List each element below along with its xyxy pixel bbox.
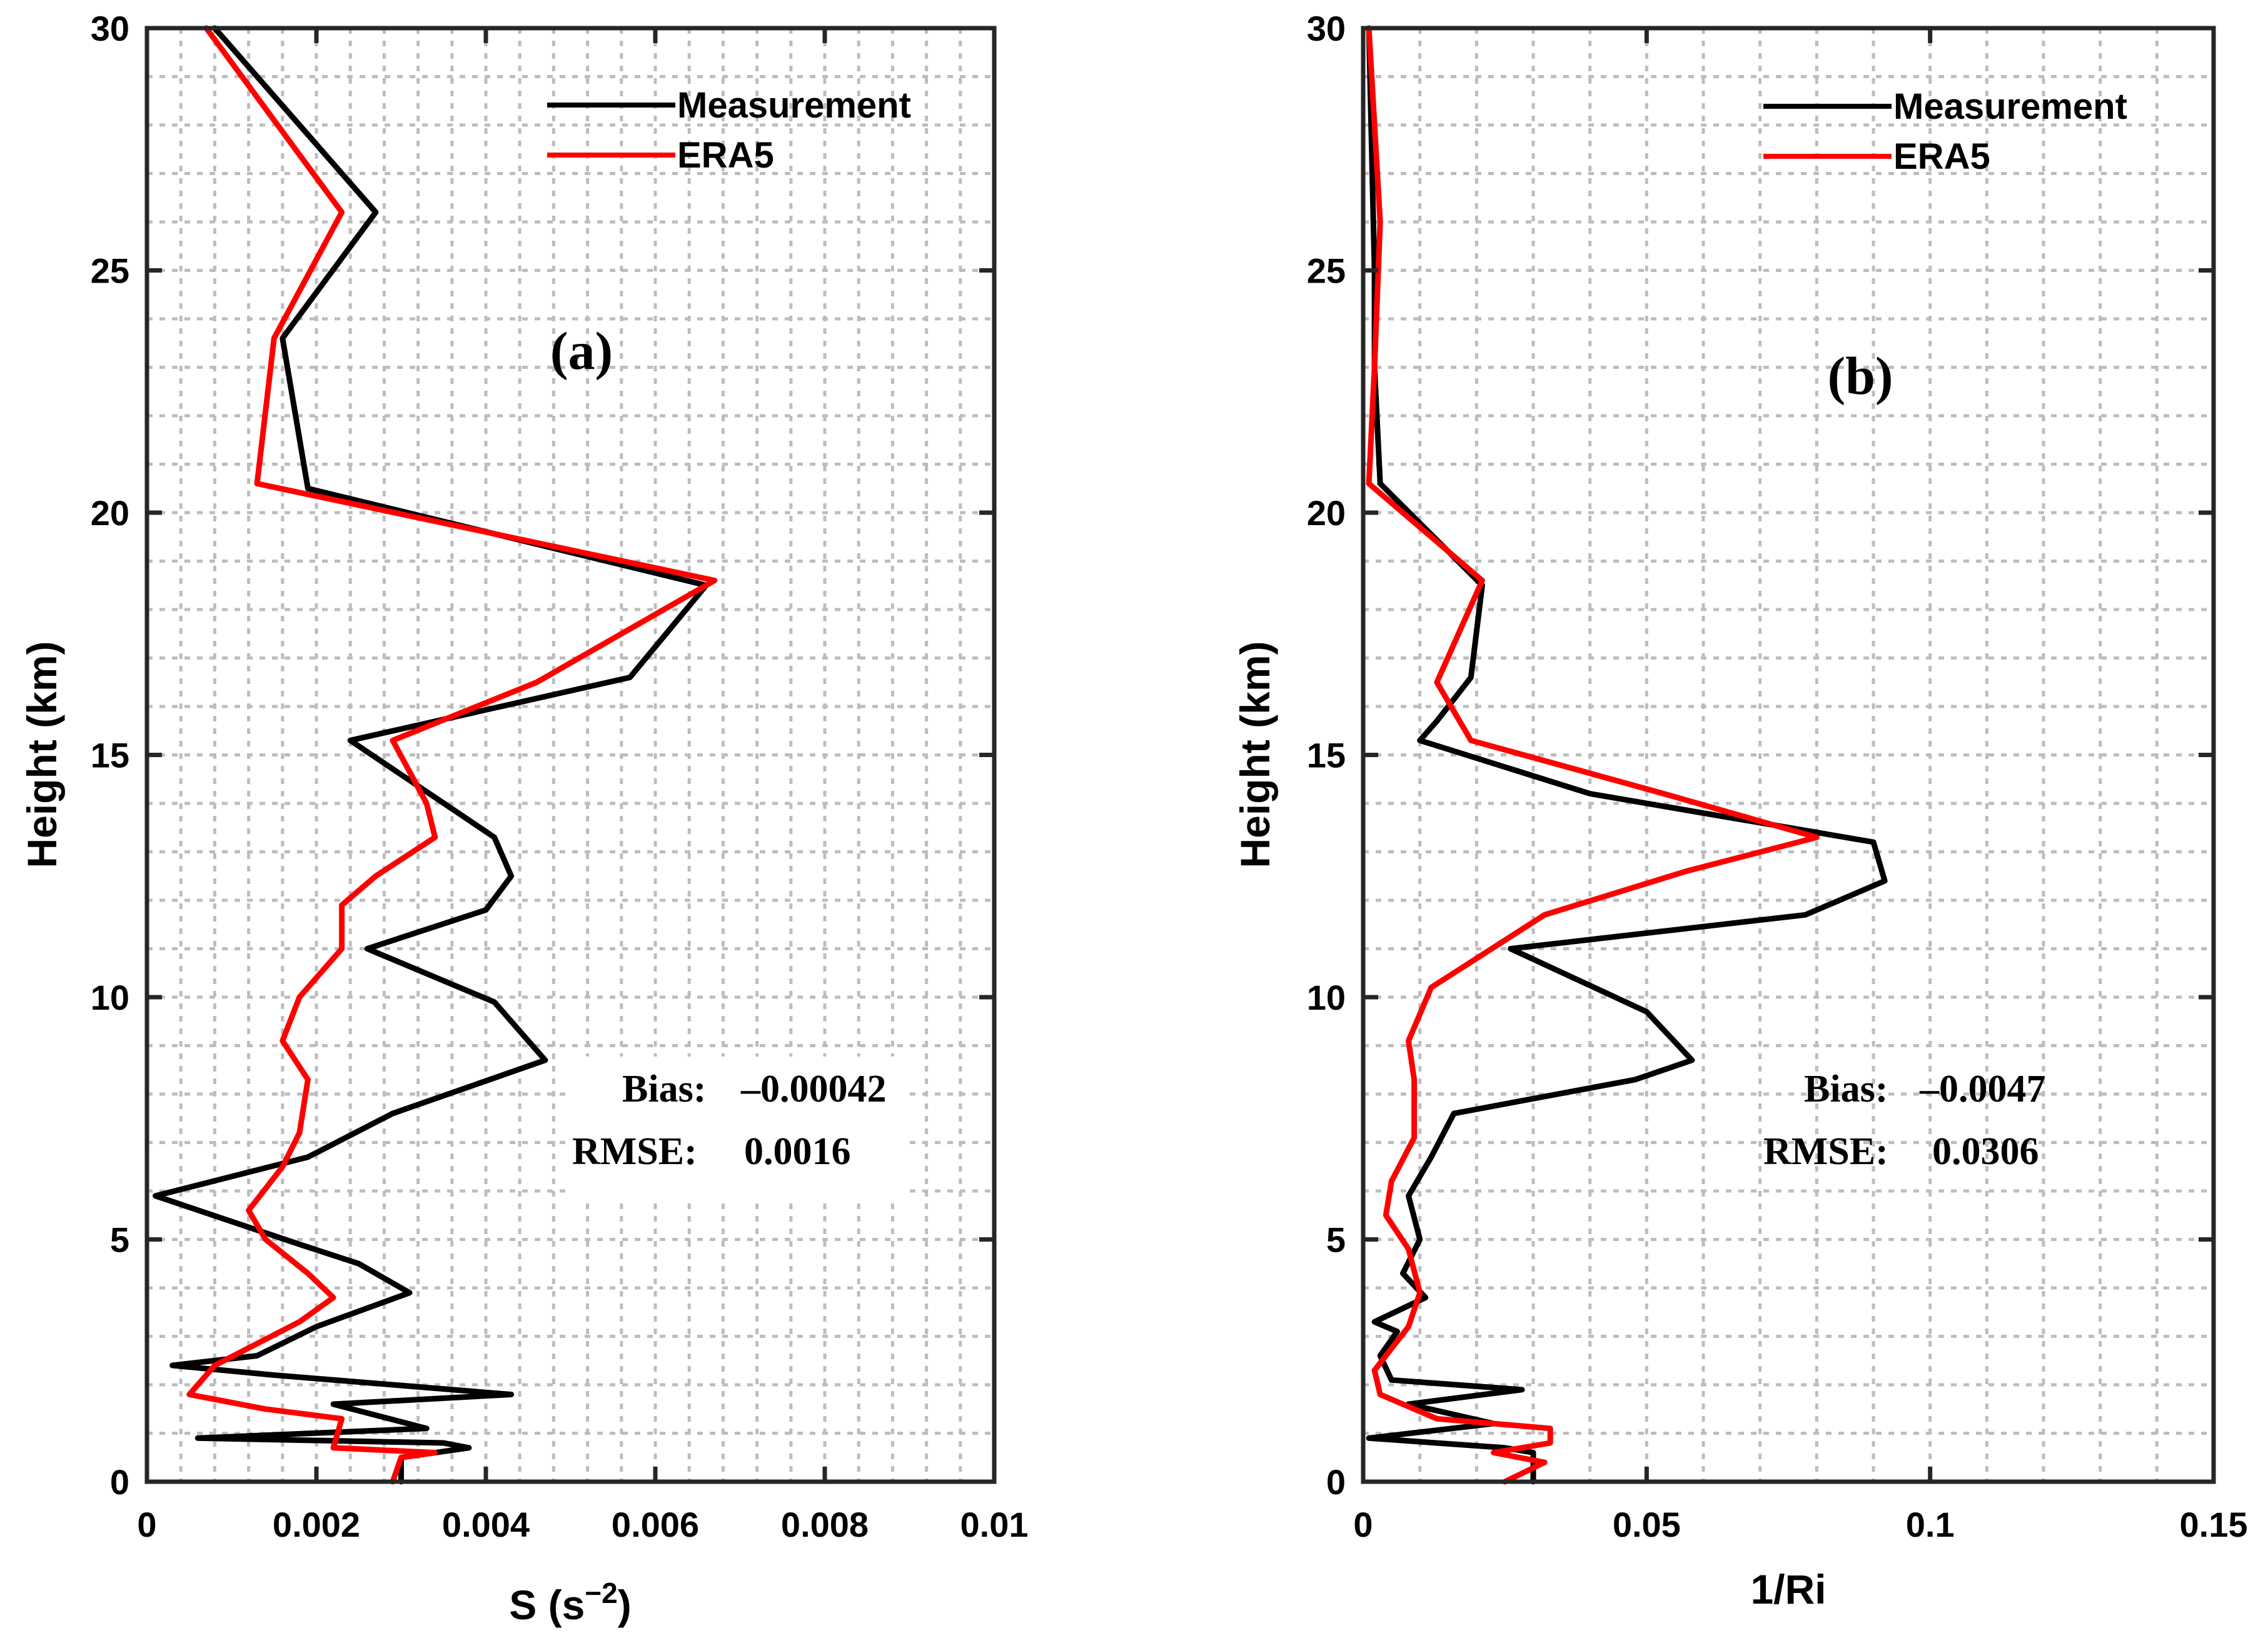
panel-a-xtick-label-1: 0.002	[273, 1505, 360, 1544]
panel-a-x-ticks: 0 0.002 0.004 0.006 0.008 0.01	[137, 28, 1029, 1544]
panel-b-series-measurement	[1366, 25, 1888, 1485]
panel-b-x-ticks: 0 0.05 0.1 0.15	[1353, 28, 2248, 1544]
panel-b-series	[1366, 25, 1888, 1485]
panel-b-legend-label-measurement: Measurement	[1893, 86, 2127, 127]
panel-b-rmse-label: RMSE:	[1763, 1130, 1888, 1173]
panel-a-x-label-main: S (s	[509, 1582, 585, 1628]
panel-a-x-label-sup: −2	[585, 1577, 617, 1609]
panel-b-xtick-label-0: 0	[1353, 1505, 1373, 1544]
panel-b-label: (b)	[1827, 346, 1893, 406]
panel-a-series	[153, 25, 718, 1485]
panel-a-y-ticks: 0 5 10 15 20 25 30	[91, 9, 994, 1502]
panel-a-rmse-label: RMSE:	[572, 1130, 697, 1173]
panel-a-x-label-close: )	[618, 1582, 632, 1628]
panel-b-ytick-label-6: 30	[1307, 9, 1346, 48]
panel-b-x-axis-label: 1/Ri	[1750, 1566, 1826, 1612]
panel-b-bias-value: –0.0047	[1919, 1068, 2046, 1110]
panel-a-ytick-label-3: 15	[91, 736, 129, 775]
panel-a-legend: Measurement ERA5	[547, 85, 911, 176]
panel-a-xtick-label-3: 0.006	[612, 1505, 699, 1544]
panel-a-ytick-label-2: 10	[91, 978, 129, 1017]
panel-b-ytick-label-1: 5	[1326, 1220, 1346, 1260]
panel-b-ytick-label-3: 15	[1307, 736, 1346, 775]
panel-a-label: (a)	[550, 321, 613, 381]
panel-b-ytick-label-5: 25	[1307, 251, 1346, 291]
panel-b: 0 0.05 0.1 0.15 0 5 10 15 20 25 30 1/Ri Height (k…	[1232, 9, 2248, 1612]
panel-a-x-axis-label: S (s−2)	[509, 1577, 631, 1628]
panel-a-bias-label: Bias:	[622, 1068, 706, 1110]
panel-a-ytick-label-0: 0	[110, 1462, 129, 1502]
panel-a-legend-label-era5: ERA5	[677, 135, 774, 176]
panel-a-xtick-label-4: 0.008	[781, 1505, 869, 1544]
panel-b-ytick-label-0: 0	[1326, 1462, 1346, 1502]
panel-b-ytick-label-2: 10	[1307, 978, 1346, 1017]
panel-b-y-axis-label: Height (km)	[1232, 641, 1278, 868]
panel-a: 0 0.002 0.004 0.006 0.008 0.01 0 5 10 15 20 25 30 S…	[19, 9, 1029, 1628]
panel-a-series-measurement	[153, 25, 709, 1485]
panel-b-legend: Measurement ERA5	[1763, 86, 2127, 177]
panel-b-xtick-label-2: 0.1	[1906, 1505, 1955, 1544]
panel-b-bias-label: Bias:	[1804, 1068, 1888, 1110]
panel-a-ytick-label-5: 25	[91, 251, 129, 291]
panel-a-xtick-label-2: 0.004	[442, 1505, 530, 1544]
panel-a-ytick-label-6: 30	[91, 9, 129, 48]
panel-a-series-era5	[186, 25, 718, 1485]
panel-a-bias-value: –0.00042	[740, 1068, 887, 1110]
panel-a-legend-label-measurement: Measurement	[677, 85, 911, 126]
panel-a-rmse-value: 0.0016	[744, 1130, 851, 1173]
panel-b-rmse-value: 0.0306	[1932, 1130, 2039, 1173]
panel-a-xtick-label-0: 0	[137, 1505, 156, 1544]
panel-b-legend-label-era5: ERA5	[1893, 136, 1990, 177]
panel-a-ytick-label-1: 5	[110, 1220, 129, 1260]
panel-a-y-axis-label: Height (km)	[19, 641, 65, 868]
panel-b-y-ticks: 0 5 10 15 20 25 30	[1307, 9, 2214, 1502]
panel-a-stats-box	[566, 1057, 907, 1197]
panel-b-series-era5	[1366, 25, 1820, 1485]
panel-a-xtick-label-5: 0.01	[960, 1505, 1029, 1544]
panel-b-ytick-label-4: 20	[1307, 493, 1346, 533]
panel-b-xtick-label-1: 0.05	[1613, 1505, 1681, 1544]
panel-a-ytick-label-4: 20	[91, 493, 129, 533]
panel-b-xtick-label-3: 0.15	[2180, 1505, 2248, 1544]
